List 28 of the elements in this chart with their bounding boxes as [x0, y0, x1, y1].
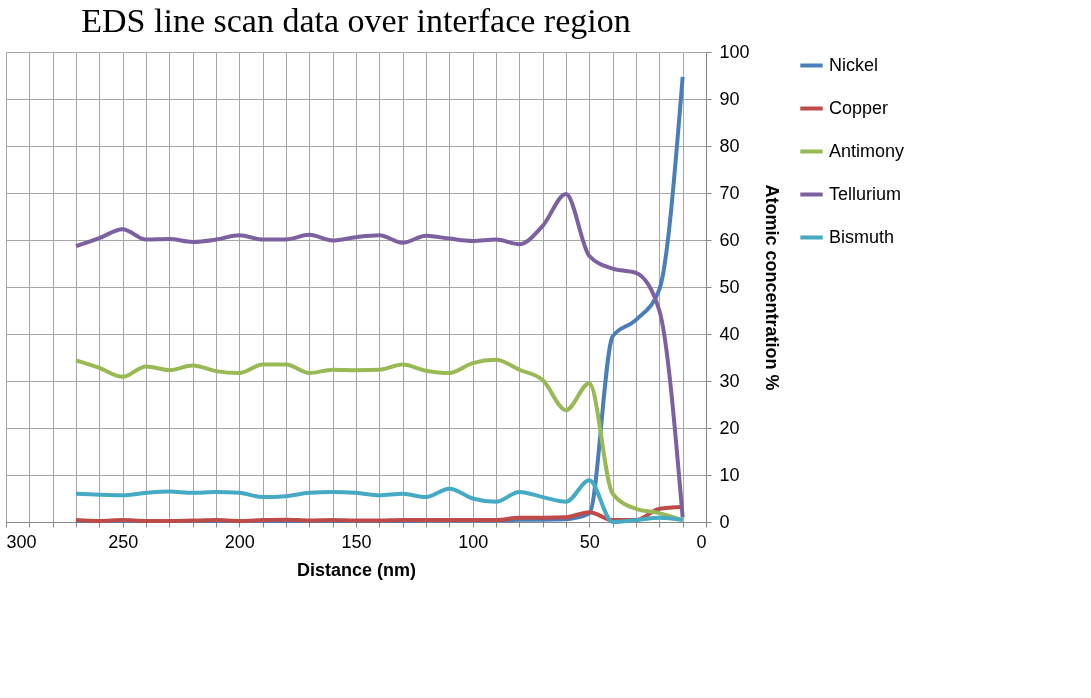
line-series	[74, 191, 685, 520]
x-axis-title: Distance (nm)	[296, 559, 417, 580]
legend-label: Tellurium	[829, 183, 902, 204]
y-tick-label: 60	[719, 229, 740, 250]
y-tick-label: 80	[719, 135, 740, 156]
y-tick-label: 70	[719, 182, 740, 203]
legend-label: Nickel	[829, 54, 879, 75]
y-tick-label: 100	[719, 41, 750, 62]
chart-title: EDS line scan data over interface region	[81, 2, 631, 39]
x-tick-label: 150	[341, 531, 372, 552]
x-tick-label: 250	[108, 531, 139, 552]
y-tick-label: 10	[719, 464, 740, 485]
x-tick-label: 100	[458, 531, 489, 552]
x-tick-label: 200	[224, 531, 255, 552]
legend-label: Antimony	[829, 140, 905, 161]
line-series	[74, 478, 685, 524]
y-tick-label: 30	[719, 370, 740, 391]
y-axis-title: Atomic concentration %	[761, 184, 782, 391]
y-tick-label: 20	[719, 417, 740, 438]
legend-label: Copper	[829, 97, 889, 118]
legend-label: Bismuth	[829, 226, 895, 247]
x-tick-label: 0	[696, 531, 707, 552]
y-tick-label: 40	[719, 323, 740, 344]
y-tick-label: 0	[719, 511, 730, 532]
y-tick-label: 50	[719, 276, 740, 297]
x-tick-label: 300	[6, 531, 37, 552]
y-tick-label: 90	[719, 88, 740, 109]
x-tick-label: 50	[579, 531, 600, 552]
